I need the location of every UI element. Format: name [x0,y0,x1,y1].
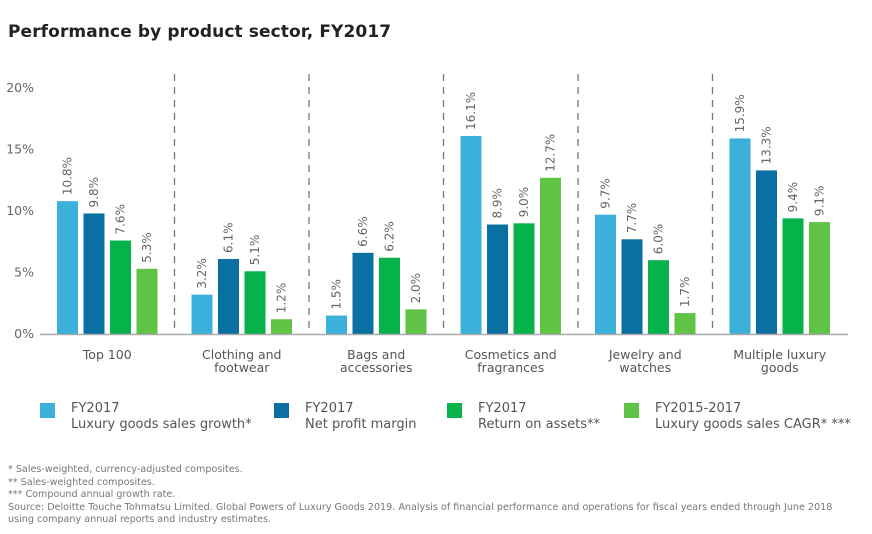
bar [326,315,347,334]
data-label: 13.3% [760,126,774,164]
legend-swatch [447,403,462,418]
bar [487,224,508,334]
legend-label-line1: FY2017 [71,401,120,416]
category-label: Top 100 [82,347,132,362]
data-label: 6.0% [652,224,666,255]
data-label: 8.9% [491,188,505,219]
bar [540,177,561,334]
bar [110,240,131,334]
data-label: 9.7% [599,178,613,209]
data-label: 10.8% [61,157,75,195]
category-label: Jewelry and [608,347,682,362]
bar [756,170,777,334]
category-label: Cosmetics and [465,347,557,362]
bar [595,214,616,334]
legend-label-line2: Return on assets** [478,417,600,432]
data-label: 9.1% [813,186,827,217]
bar [244,271,266,334]
footnote: ** Sales-weighted composites. [8,476,155,488]
data-label: 6.2% [383,221,397,252]
legend-swatch [624,403,639,418]
y-tick-label: 0% [14,326,34,341]
bar [191,294,213,334]
legend-label-line2: Luxury goods sales growth* [71,417,252,432]
category-label: goods [761,360,799,375]
bar [379,257,400,334]
category-label: fragrances [477,360,544,375]
source-note: using company annual reports and industr… [8,514,272,525]
data-label: 7.6% [114,204,128,235]
bar [460,135,482,334]
legend-swatch [274,403,289,418]
bar-chart: 0% 5% 10% 15% 20% 10.8% 9.8% 7.6% 5.3% Top 100 3.2… [6,74,848,375]
legend-item-net-profit-margin: FY2017 Net profit margin [274,401,416,433]
bar [621,239,643,334]
bar [57,201,78,334]
category-label: Multiple luxury [733,347,826,362]
y-tick-label: 10% [6,203,34,218]
legend-label-line2: Luxury goods sales CAGR* *** [655,417,851,432]
legend-label-line1: FY2017 [478,401,527,416]
bar [405,309,427,334]
category-label: Bags and [347,347,405,362]
data-label: 1.5% [330,279,344,310]
y-tick-label: 5% [14,265,34,280]
data-label: 6.6% [356,216,370,247]
data-label: 9.8% [87,177,101,208]
bar [136,268,158,334]
category-label: watches [619,360,671,375]
legend-item-return-on-assets: FY2017 Return on assets** [447,401,600,433]
data-label: 6.1% [222,222,236,253]
data-label: 1.7% [678,277,692,308]
category-label: accessories [340,360,413,375]
data-label: 15.9% [733,94,747,132]
data-label: 9.0% [517,187,531,218]
legend-swatch [40,403,55,418]
bar [83,213,105,334]
bar [513,223,535,334]
bar [809,222,830,334]
bar [729,138,751,334]
category-label: footwear [214,360,270,375]
data-label: 12.7% [544,134,558,172]
bar [648,260,669,334]
bar [352,252,374,334]
legend-item-sales-growth: FY2017 Luxury goods sales growth* [40,401,252,433]
data-label: 9.4% [786,182,800,213]
data-label: 7.7% [625,203,639,234]
bar [782,218,804,334]
data-label: 5.1% [248,235,262,266]
legend-item-sales-cagr: FY2015-2017 Luxury goods sales CAGR* *** [624,401,851,433]
footnote: *** Compound annual growth rate. [8,489,176,500]
bar [271,319,292,334]
legend-label-line1: FY2015-2017 [655,401,742,416]
data-label: 5.3% [140,232,154,263]
data-label: 3.2% [195,258,209,289]
legend: FY2017 Luxury goods sales growth* FY2017 N… [0,401,872,441]
category-label: Clothing and [202,347,282,362]
bar [674,313,696,334]
source-note: Source: Deloitte Touche Tohmatsu Limited… [8,501,833,513]
data-label: 2.0% [409,273,423,304]
data-label: 16.1% [464,92,478,130]
y-tick-label: 15% [6,142,34,157]
y-tick-label: 20% [6,80,34,95]
legend-label-line2: Net profit margin [305,417,417,432]
legend-label-line1: FY2017 [305,401,354,416]
chart-title: Performance by product sector, FY2017 [8,22,392,42]
data-label: 1.2% [275,283,289,314]
bar [218,258,239,334]
footnotes: * Sales-weighted, currency-adjusted comp… [8,464,832,527]
footnote: * Sales-weighted, currency-adjusted comp… [8,464,243,475]
